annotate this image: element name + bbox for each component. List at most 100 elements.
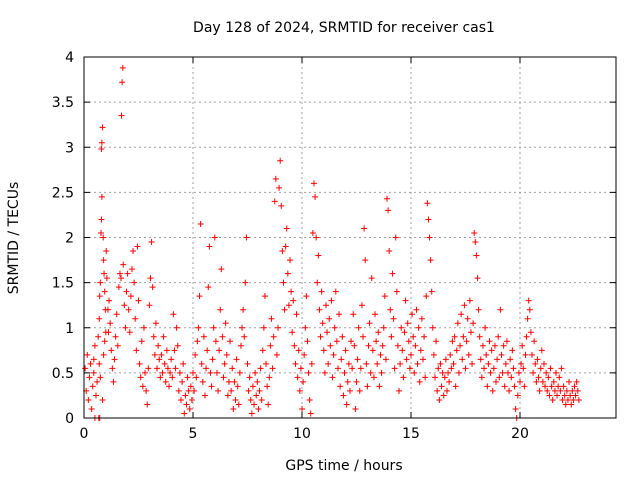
data-point (422, 374, 429, 381)
x-tick-label: 15 (402, 426, 420, 442)
data-point (491, 342, 498, 349)
data-point (100, 234, 107, 241)
data-point (370, 374, 377, 381)
data-point (394, 342, 401, 349)
data-point (198, 360, 205, 367)
data-point (149, 284, 156, 291)
data-point (354, 356, 361, 363)
data-point (477, 356, 484, 363)
data-point (343, 401, 350, 408)
data-point (416, 378, 423, 385)
data-point (379, 342, 386, 349)
data-point (328, 297, 335, 304)
data-point (136, 360, 143, 367)
data-point (157, 374, 164, 381)
data-point (450, 360, 457, 367)
data-point (119, 79, 126, 86)
data-point (252, 369, 259, 376)
data-point (486, 338, 493, 345)
data-point (290, 297, 297, 304)
data-point (380, 324, 387, 331)
data-point (91, 342, 98, 349)
data-point (108, 347, 115, 354)
data-point (538, 347, 545, 354)
y-tick-label: 1 (65, 321, 74, 337)
data-point (219, 333, 226, 340)
y-tick-label: 3 (65, 140, 74, 156)
data-point (436, 396, 443, 403)
data-point (396, 387, 403, 394)
data-point (351, 342, 358, 349)
data-point (375, 329, 382, 336)
data-point (167, 369, 174, 376)
data-point (574, 387, 581, 394)
data-point (312, 193, 319, 200)
data-point (471, 229, 478, 236)
data-point (246, 374, 253, 381)
data-point (90, 356, 97, 363)
data-point (231, 378, 238, 385)
data-point (387, 306, 394, 313)
data-point (181, 410, 188, 417)
data-point (209, 356, 216, 363)
data-point (300, 378, 307, 385)
data-point (543, 369, 550, 376)
data-point (194, 338, 201, 345)
data-point (260, 324, 267, 331)
data-point (381, 293, 388, 300)
data-point (199, 378, 206, 385)
data-point (508, 374, 515, 381)
data-point (510, 365, 517, 372)
data-point (562, 401, 569, 408)
data-point (279, 248, 286, 255)
data-point (511, 383, 518, 390)
data-point (404, 320, 411, 327)
data-point (518, 360, 525, 367)
data-point (377, 351, 384, 358)
data-point (344, 378, 351, 385)
data-point (251, 401, 258, 408)
data-point (337, 383, 344, 390)
data-point (451, 333, 458, 340)
data-point (406, 365, 413, 372)
data-point (340, 392, 347, 399)
data-point (539, 378, 546, 385)
data-point (399, 347, 406, 354)
data-point (124, 270, 131, 277)
data-point (540, 360, 547, 367)
data-point (494, 356, 501, 363)
data-point (270, 333, 277, 340)
data-point (100, 257, 107, 264)
data-point (188, 396, 195, 403)
x-tick-label: 10 (293, 426, 311, 442)
data-point (333, 338, 340, 345)
data-point (142, 369, 149, 376)
data-point (319, 320, 326, 327)
data-point (240, 306, 247, 313)
data-point (316, 306, 323, 313)
data-point (372, 311, 379, 318)
data-point (186, 405, 193, 412)
data-point (464, 315, 471, 322)
data-point (498, 351, 505, 358)
x-tick-label: 5 (189, 426, 198, 442)
data-point (569, 387, 576, 394)
data-point (148, 239, 155, 246)
data-point (409, 311, 416, 318)
data-point (461, 302, 468, 309)
data-point (256, 387, 263, 394)
data-point (96, 293, 103, 300)
data-point (242, 279, 249, 286)
data-point (526, 306, 533, 313)
data-point (131, 279, 138, 286)
data-point (361, 225, 368, 232)
data-point (509, 347, 516, 354)
data-point (327, 342, 334, 349)
data-point (467, 329, 474, 336)
data-point (400, 374, 407, 381)
data-point (418, 315, 425, 322)
data-point (419, 356, 426, 363)
data-point (227, 338, 234, 345)
data-point (241, 333, 248, 340)
